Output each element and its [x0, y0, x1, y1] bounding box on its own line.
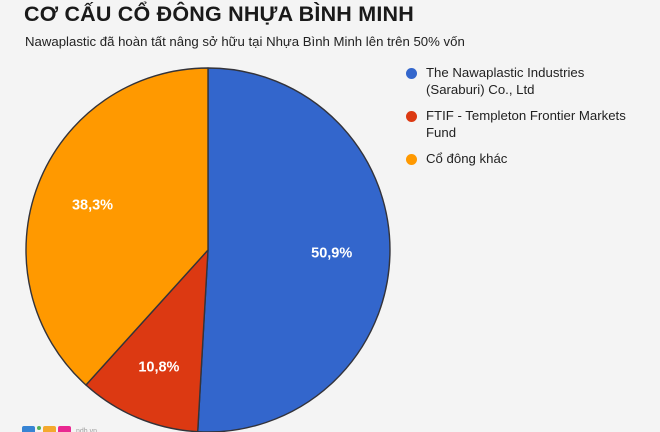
legend-item-label: Cổ đông khác [426, 151, 508, 166]
chart-subtitle: Nawaplastic đã hoàn tất nâng sở hữu tại … [25, 34, 465, 49]
legend-item-label: The Nawaplastic Industries (Saraburi) Co… [426, 65, 585, 97]
watermark-dot-green-icon [37, 426, 41, 430]
watermark-dots-icon [37, 426, 41, 432]
pie-slices [25, 67, 391, 432]
pie-slice-ftif-templeton[interactable] [85, 249, 209, 432]
pie-slice-labels: 50,9% 10,8% 38,3% [72, 197, 352, 375]
legend-color-swatch-icon [406, 154, 417, 165]
pie-chart-svg: 50,9% 10,8% 38,3% [25, 67, 391, 432]
watermark-text: ndh.vn [76, 428, 98, 432]
pie-slice-other-shareholders[interactable] [25, 67, 209, 386]
legend-item-nawaplastic[interactable]: The Nawaplastic Industries (Saraburi) Co… [406, 64, 656, 98]
legend-item-label: FTIF - Templeton Frontier Markets Fund [426, 108, 626, 140]
watermark-tile-pink-icon [58, 426, 71, 432]
page-title: CƠ CẤU CỔ ĐÔNG NHỰA BÌNH MINH [24, 2, 414, 26]
pie-slice-nawaplastic[interactable] [197, 67, 391, 432]
legend-color-swatch-icon [406, 111, 417, 122]
pie-label-ftif-templeton: 10,8% [138, 359, 179, 375]
legend-color-swatch-icon [406, 68, 417, 79]
watermark-tile-blue-icon [22, 426, 35, 432]
pie-chart: 50,9% 10,8% 38,3% [0, 55, 420, 432]
legend-item-other-shareholders[interactable]: Cổ đông khác [406, 150, 656, 167]
pie-label-other-shareholders: 38,3% [72, 197, 113, 213]
legend-item-ftif-templeton[interactable]: FTIF - Templeton Frontier Markets Fund [406, 107, 656, 141]
site-watermark-logo: ndh.vn [22, 426, 97, 432]
chart-legend: The Nawaplastic Industries (Saraburi) Co… [406, 64, 656, 176]
pie-label-nawaplastic: 50,9% [311, 245, 352, 261]
watermark-tile-orange-icon [43, 426, 56, 432]
